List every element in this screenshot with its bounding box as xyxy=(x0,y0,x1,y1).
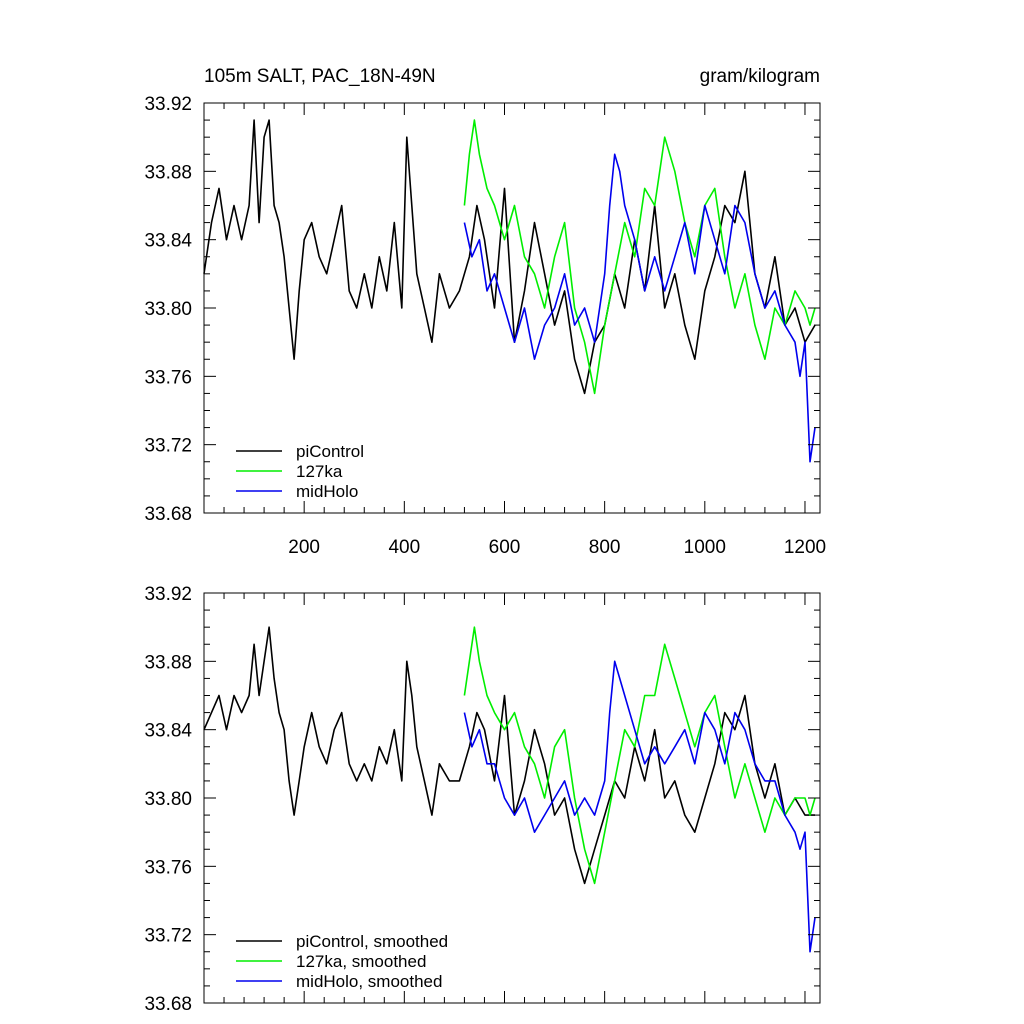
y-tick-label: 33.92 xyxy=(144,94,192,115)
y-tick-label: 33.80 xyxy=(144,789,192,810)
x-tick-label: 800 xyxy=(589,537,621,558)
legend-label: piControl xyxy=(296,442,364,461)
panel-top-units: gram/kilogram xyxy=(700,66,820,87)
y-tick-label: 33.68 xyxy=(144,504,192,525)
panel-top: 105m SALT, PAC_18N-49N gram/kilogram 33.… xyxy=(144,66,826,558)
legend-label: midHolo, smoothed xyxy=(296,972,442,991)
legend-label: 127ka xyxy=(296,462,343,481)
y-tick-label: 33.84 xyxy=(144,721,192,742)
x-tick-label: 1000 xyxy=(684,537,726,558)
panel-bottom-frame xyxy=(203,592,821,1004)
legend-label: piControl, smoothed xyxy=(296,932,448,951)
y-tick-label: 33.92 xyxy=(144,584,192,605)
y-tick-label: 33.68 xyxy=(144,994,192,1015)
y-tick-label: 33.76 xyxy=(144,367,192,388)
y-tick-label: 33.88 xyxy=(144,162,192,183)
y-tick-label: 33.84 xyxy=(144,231,192,252)
x-tick-label: 400 xyxy=(388,537,420,558)
series-line-1 xyxy=(463,626,816,885)
y-tick-label: 33.88 xyxy=(144,652,192,673)
y-tick-label: 33.76 xyxy=(144,857,192,878)
series-line-0 xyxy=(203,626,815,885)
x-tick-label: 200 xyxy=(288,537,320,558)
series-line-0 xyxy=(203,119,816,395)
series-line-2 xyxy=(463,660,816,953)
series-line-1 xyxy=(463,119,816,395)
panel-top-title: 105m SALT, PAC_18N-49N xyxy=(204,66,436,87)
panel-bottom: 33.68 33.72 33.76 33.80 33.84 33.88 33.92 piCo… xyxy=(144,584,821,1015)
x-tick-label: 600 xyxy=(489,537,521,558)
y-tick-label: 33.80 xyxy=(144,299,192,320)
panel-top-frame xyxy=(203,102,821,514)
series-line-2 xyxy=(463,153,816,463)
legend-label: 127ka, smoothed xyxy=(296,952,426,971)
x-tick-label: 1200 xyxy=(784,537,826,558)
y-tick-label: 33.72 xyxy=(144,436,192,457)
y-tick-label: 33.72 xyxy=(144,926,192,947)
legend-label: midHolo xyxy=(296,482,358,501)
